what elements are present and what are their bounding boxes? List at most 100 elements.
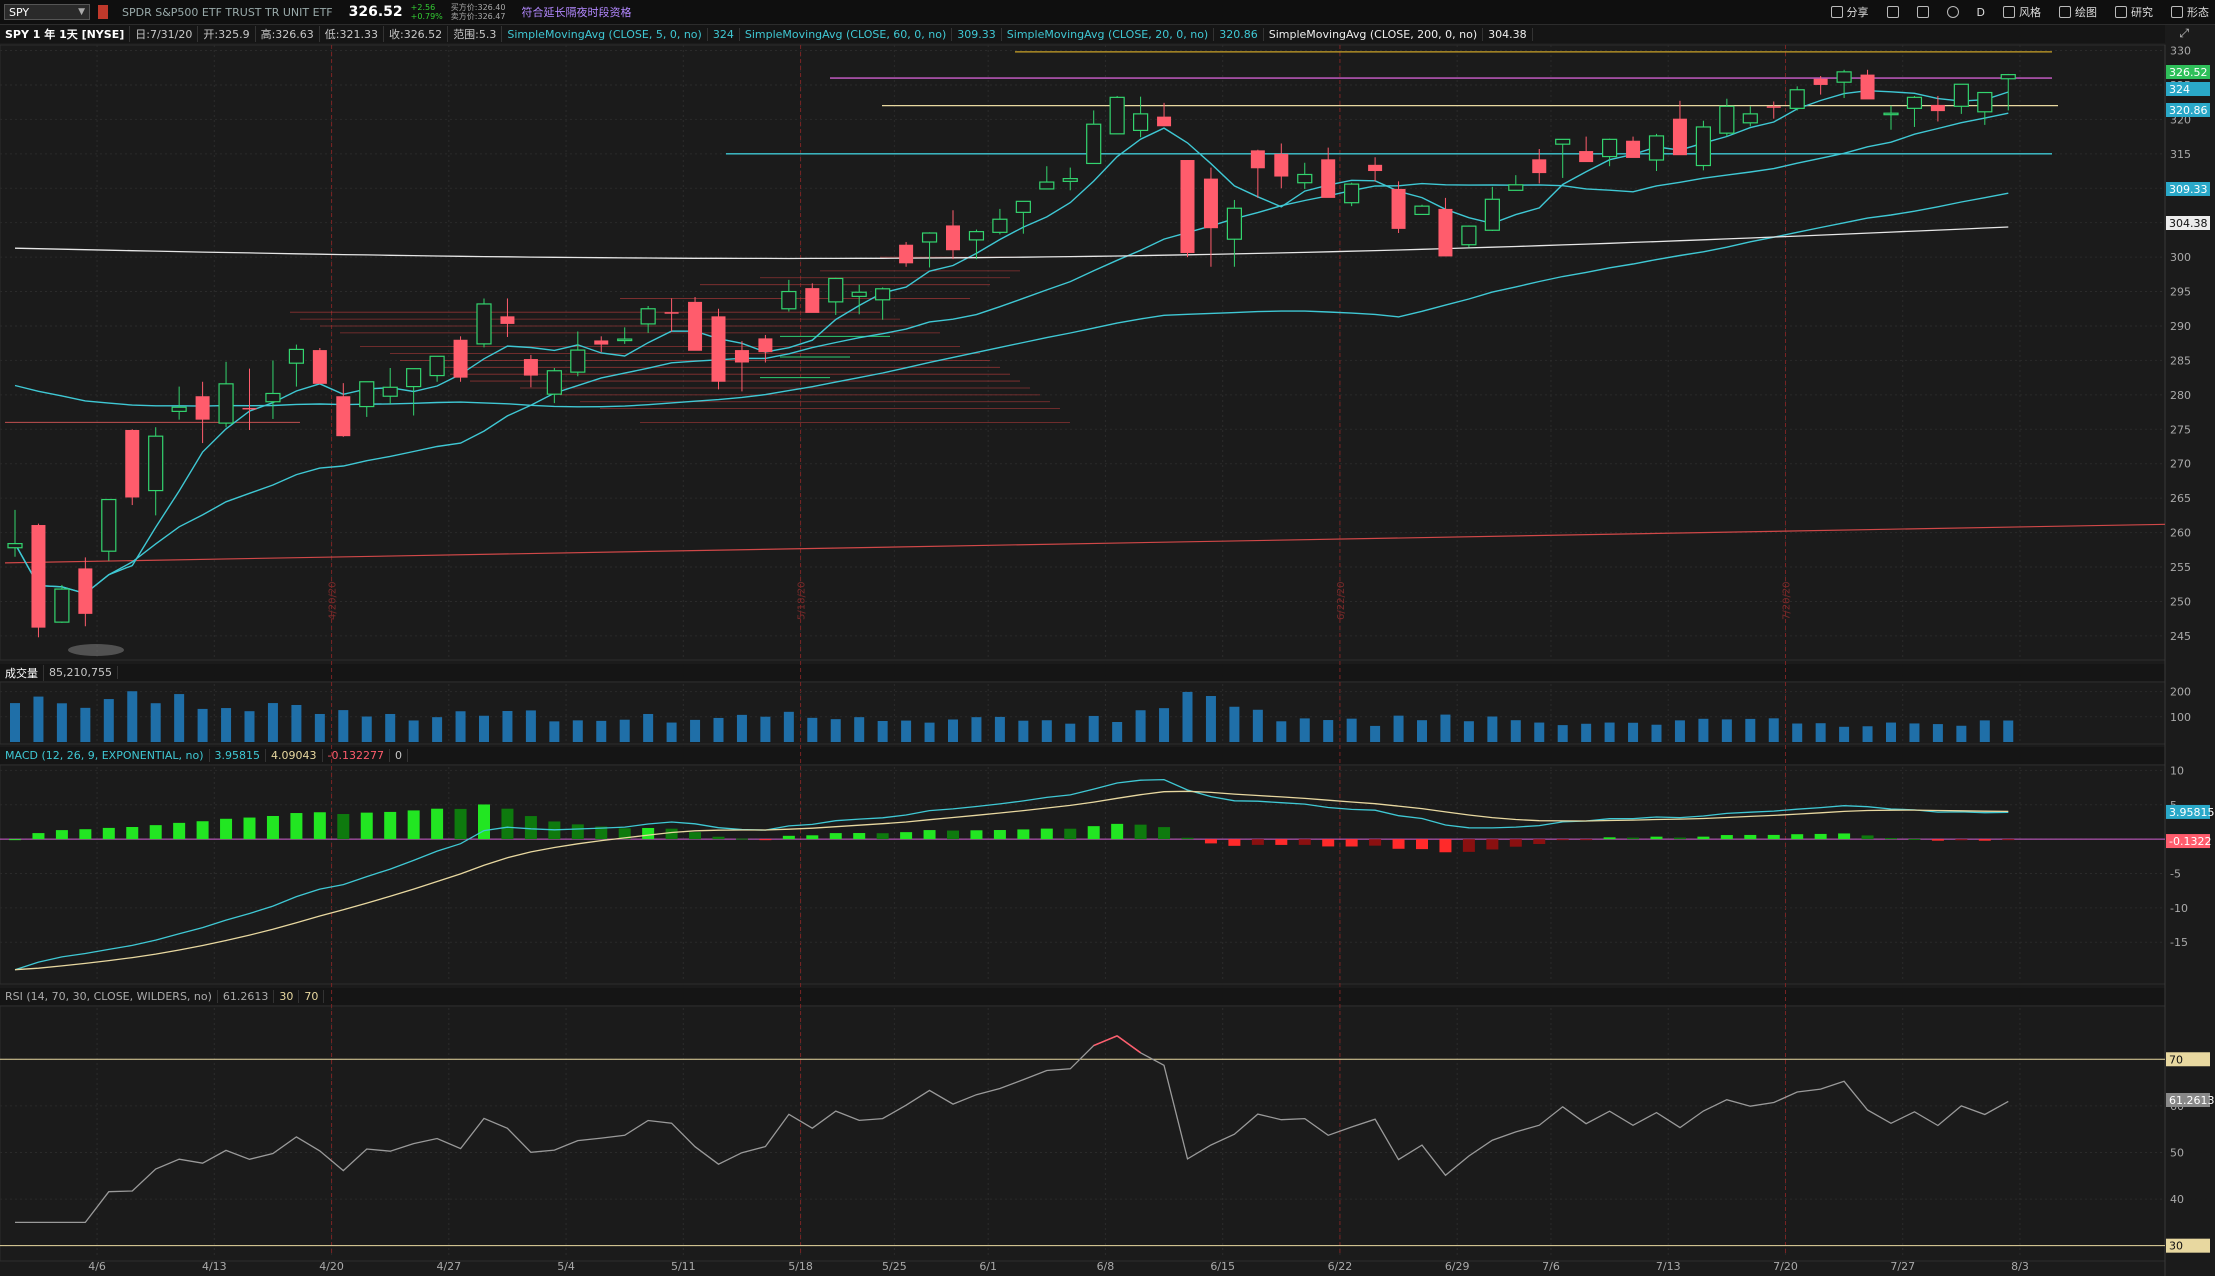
symbol-input[interactable]: SPY ▼ [4, 4, 90, 20]
macd-histogram-bar [1134, 824, 1147, 840]
macd-histogram-bar [454, 808, 467, 840]
volume-bar [1956, 725, 1967, 742]
chevron-down-icon[interactable]: ▼ [78, 7, 85, 17]
volume-bar [572, 720, 583, 742]
candle-body [1086, 123, 1102, 165]
settings-button[interactable] [1946, 6, 1959, 18]
volume-bar [1182, 691, 1193, 742]
collapse-icon[interactable]: ⤢ [2179, 26, 2189, 40]
candle-body [594, 340, 609, 345]
candle-body [734, 350, 749, 363]
volume-label[interactable]: 成交量 [0, 664, 44, 681]
volume-bar [1088, 715, 1099, 742]
share-button[interactable]: 分享 [1830, 4, 1869, 20]
macd-label[interactable]: MACD (12, 26, 9, EXPONENTIAL, no) [0, 749, 210, 762]
change-value: +2.56 [410, 3, 436, 12]
time-tick-label: 6/29 [1445, 1260, 1470, 1273]
value-tag-bg [2166, 1092, 2210, 1107]
candle-body [1626, 140, 1641, 158]
candle-body [1532, 159, 1547, 174]
panel-background [0, 1005, 2166, 1262]
value-tag: 320.86 [2166, 103, 2210, 117]
sma20-label[interactable]: SimpleMovingAvg (CLOSE, 20, 0, no) [1002, 27, 1215, 41]
macd-histogram-bar [290, 813, 303, 840]
macd-histogram-bar [1556, 839, 1569, 841]
volume-bar [1674, 720, 1685, 742]
volume-bar [525, 710, 536, 742]
candle-body [101, 498, 117, 552]
timeframe-button[interactable]: D [1977, 6, 1985, 19]
volume-bar [1041, 720, 1052, 742]
news-button[interactable] [1886, 6, 1899, 18]
volume-bar [971, 717, 982, 742]
candle-body [1438, 208, 1453, 257]
macd-histogram-bar [1720, 835, 1733, 840]
value-tag-text: 61.2613 [2169, 1094, 2215, 1107]
candle-body [1977, 91, 1993, 113]
time-tick-label: 7/27 [1890, 1260, 1915, 1273]
sma200-label[interactable]: SimpleMovingAvg (CLOSE, 200, 0, no) [1264, 27, 1484, 41]
candle-body [1860, 74, 1875, 100]
candle-body [688, 301, 703, 351]
volume-bar [713, 717, 724, 742]
volume-bar [479, 715, 489, 742]
time-tick-label: 8/3 [2011, 1260, 2029, 1273]
volume-bar [1252, 709, 1263, 742]
value-tag: -0.1322 [2166, 834, 2211, 849]
volume-bar [1299, 718, 1310, 742]
volume-bar [1839, 726, 1850, 742]
candle-body [1461, 225, 1477, 246]
time-tick-label: 4/13 [202, 1260, 227, 1273]
macd-histogram-bar [1885, 838, 1897, 840]
macd-histogram-bar [9, 839, 21, 841]
volume-bar [807, 717, 818, 742]
value-tag-text: 320.86 [2169, 104, 2208, 117]
macd-histogram-bar [501, 808, 514, 840]
candle-body [546, 370, 562, 395]
sma5-value: 324 [708, 27, 740, 41]
sma5-label[interactable]: SimpleMovingAvg (CLOSE, 5, 0, no) [502, 27, 708, 41]
candle-body [523, 359, 538, 376]
macd-histogram-bar [1978, 839, 1991, 841]
drawing-button[interactable]: 绘图 [2059, 4, 2097, 20]
candle-body [78, 568, 93, 614]
price-tick-label: 290 [2170, 320, 2191, 333]
price-tick-label: 245 [2170, 630, 2191, 643]
volume-bar [760, 716, 771, 742]
time-tick-label: 5/18 [788, 1260, 813, 1273]
studies-button[interactable]: 研究 [2115, 4, 2153, 20]
rsi-label[interactable]: RSI (14, 70, 30, CLOSE, WILDERS, no) [0, 990, 218, 1003]
patterns-button[interactable]: 形态 [2171, 4, 2209, 20]
month-marker-label: 4/20/20 [328, 581, 339, 620]
style-button[interactable]: 风格 [2003, 4, 2041, 20]
candle-body [7, 543, 23, 549]
macd-value-line [14, 778, 2009, 971]
candle-body [54, 588, 70, 623]
extended-hours-badge[interactable]: 符合延长隔夜时段资格 [521, 6, 632, 19]
sma60-label[interactable]: SimpleMovingAvg (CLOSE, 60, 0, no) [740, 27, 953, 41]
rsi-tick-label: 50 [2170, 1146, 2184, 1159]
macd-histogram-bar [1955, 839, 1968, 841]
value-tag-text: 30 [2169, 1240, 2183, 1253]
macd-histogram-bar [853, 833, 866, 840]
share-icon [1830, 6, 1843, 18]
time-tick-label: 4/27 [436, 1260, 461, 1273]
volume-bar [643, 713, 654, 742]
candle-body [1906, 96, 1923, 109]
macd-histogram-bar [1369, 839, 1382, 846]
candle-body [1742, 113, 1758, 124]
macd-histogram-bar [1416, 839, 1428, 850]
candle-body [1766, 106, 1781, 108]
volume-bar [924, 722, 935, 742]
flag-icon[interactable] [98, 5, 108, 19]
candle-body [1508, 184, 1524, 191]
month-marker-label: 6/22/20 [1336, 581, 1347, 620]
macd-histogram-bar [1931, 839, 1944, 841]
style-icon [2003, 6, 2015, 18]
rsi-label-bar: RSI (14, 70, 30, CLOSE, WILDERS, no) 61.… [0, 988, 2165, 1005]
flask-button[interactable] [1916, 6, 1929, 18]
macd-histogram-bar [1838, 833, 1851, 840]
volume-bar [338, 710, 349, 742]
macd-histogram-bar [735, 838, 748, 840]
